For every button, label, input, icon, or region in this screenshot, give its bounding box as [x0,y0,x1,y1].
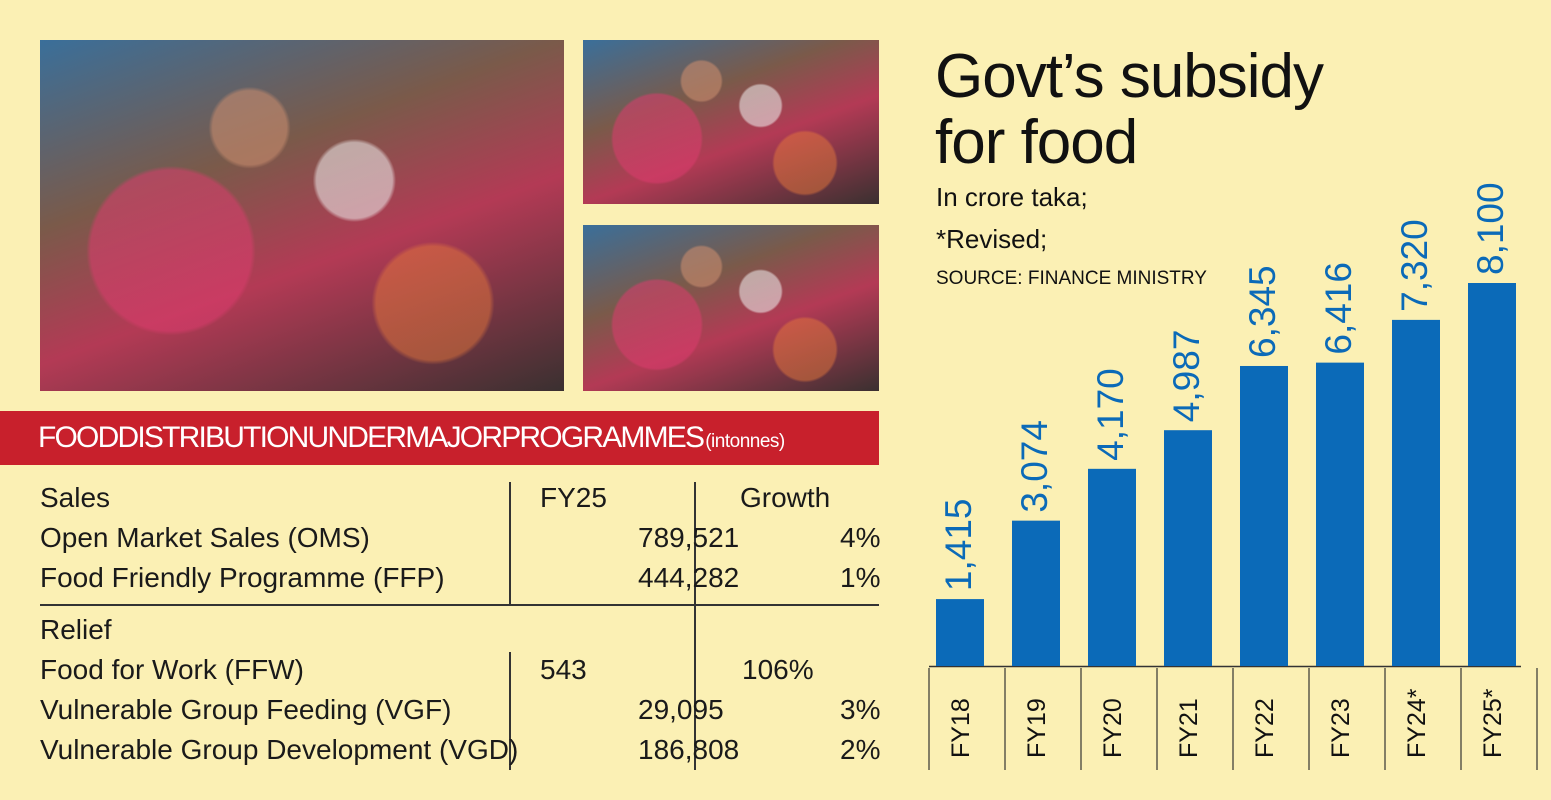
value-label-fy21: 4,987 [1166,330,1207,423]
table-row-oms-growth: 4% [840,522,881,553]
tick-label-fy21: FY21 [1175,698,1203,758]
bar-fy18 [936,599,984,666]
table-relief-label: Relief [40,614,112,645]
tick-label-fy24-revised: FY24* [1403,688,1431,758]
chart-subtitle-revised: *Revised; [936,224,1048,254]
bar-fy23 [1316,362,1364,666]
chart-subtitle-unit: In crore taka; [936,182,1088,212]
crowd-photo-main [40,40,564,391]
table-row-vgd-fy25: 186,808 [638,734,740,765]
table-banner-unit: (intonnes) [705,431,785,452]
table-header-growth: Growth [740,482,831,513]
bar-fy22 [1240,365,1288,666]
table-row-vgf-growth: 3% [840,694,881,725]
tick-label-fy20: FY20 [1099,698,1127,758]
table-divider-fy-growth [694,482,696,770]
value-label-fy25-revised: 8,100 [1470,182,1511,275]
chart-title: Govt’s subsidy for food [935,42,1324,177]
tick-label-fy25-revised: FY25* [1479,688,1507,758]
table-row-vgf-name: Vulnerable Group Feeding (VGF) [40,694,452,725]
bar-fy20 [1088,468,1136,666]
table-row-ffp-name: Food Friendly Programme (FFP) [40,562,445,593]
table-row-ffp-growth: 1% [840,562,881,593]
value-label-fy22: 6,345 [1242,265,1283,358]
bar-fy24-revised [1392,319,1440,666]
table-row-ffw-name: Food for Work (FFW) [40,654,304,685]
crowd-photo-bottom-right [583,225,879,391]
table-banner: FOODDISTRIBUTIONUNDERMAJORPROGRAMMES (in… [0,411,879,465]
table-row-ffw-fy25: 543 [540,654,587,685]
table-divider-name-fy-relief [509,652,511,770]
table-row-oms-fy25: 789,521 [638,522,740,553]
chart-source: SOURCE: FINANCE MINISTRY [936,268,1207,289]
tick-label-fy23: FY23 [1327,698,1355,758]
tick-label-fy18: FY18 [947,698,975,758]
crowd-photo-top-right [583,40,879,204]
value-label-fy24-revised: 7,320 [1394,219,1435,312]
table-banner-title: FOODDISTRIBUTIONUNDERMAJORPROGRAMMES [38,421,705,454]
table-section-divider [40,604,879,606]
tick-label-fy22: FY22 [1251,698,1279,758]
table-row-oms-name: Open Market Sales (OMS) [40,522,370,553]
table-row-vgd-growth: 2% [840,734,881,765]
bar-fy25-revised [1468,283,1516,666]
table-header-sales: Sales [40,482,111,513]
table-header-fy25: FY25 [540,482,607,513]
value-label-fy19: 3,074 [1014,420,1055,513]
table-row-ffw-growth: 106% [742,654,814,685]
table-row-vgf-fy25: 29,095 [638,694,724,725]
value-label-fy23: 6,416 [1318,262,1359,355]
value-label-fy20: 4,170 [1090,368,1131,461]
table-row-vgd-name: Vulnerable Group Development (VGD) [40,734,519,765]
bar-fy19 [1012,520,1060,666]
value-label-fy18: 1,415 [938,498,979,591]
bar-fy21 [1164,430,1212,666]
tick-label-fy19: FY19 [1023,698,1051,758]
table-divider-name-fy [509,482,511,606]
table-row-ffp-fy25: 444,282 [638,562,740,593]
